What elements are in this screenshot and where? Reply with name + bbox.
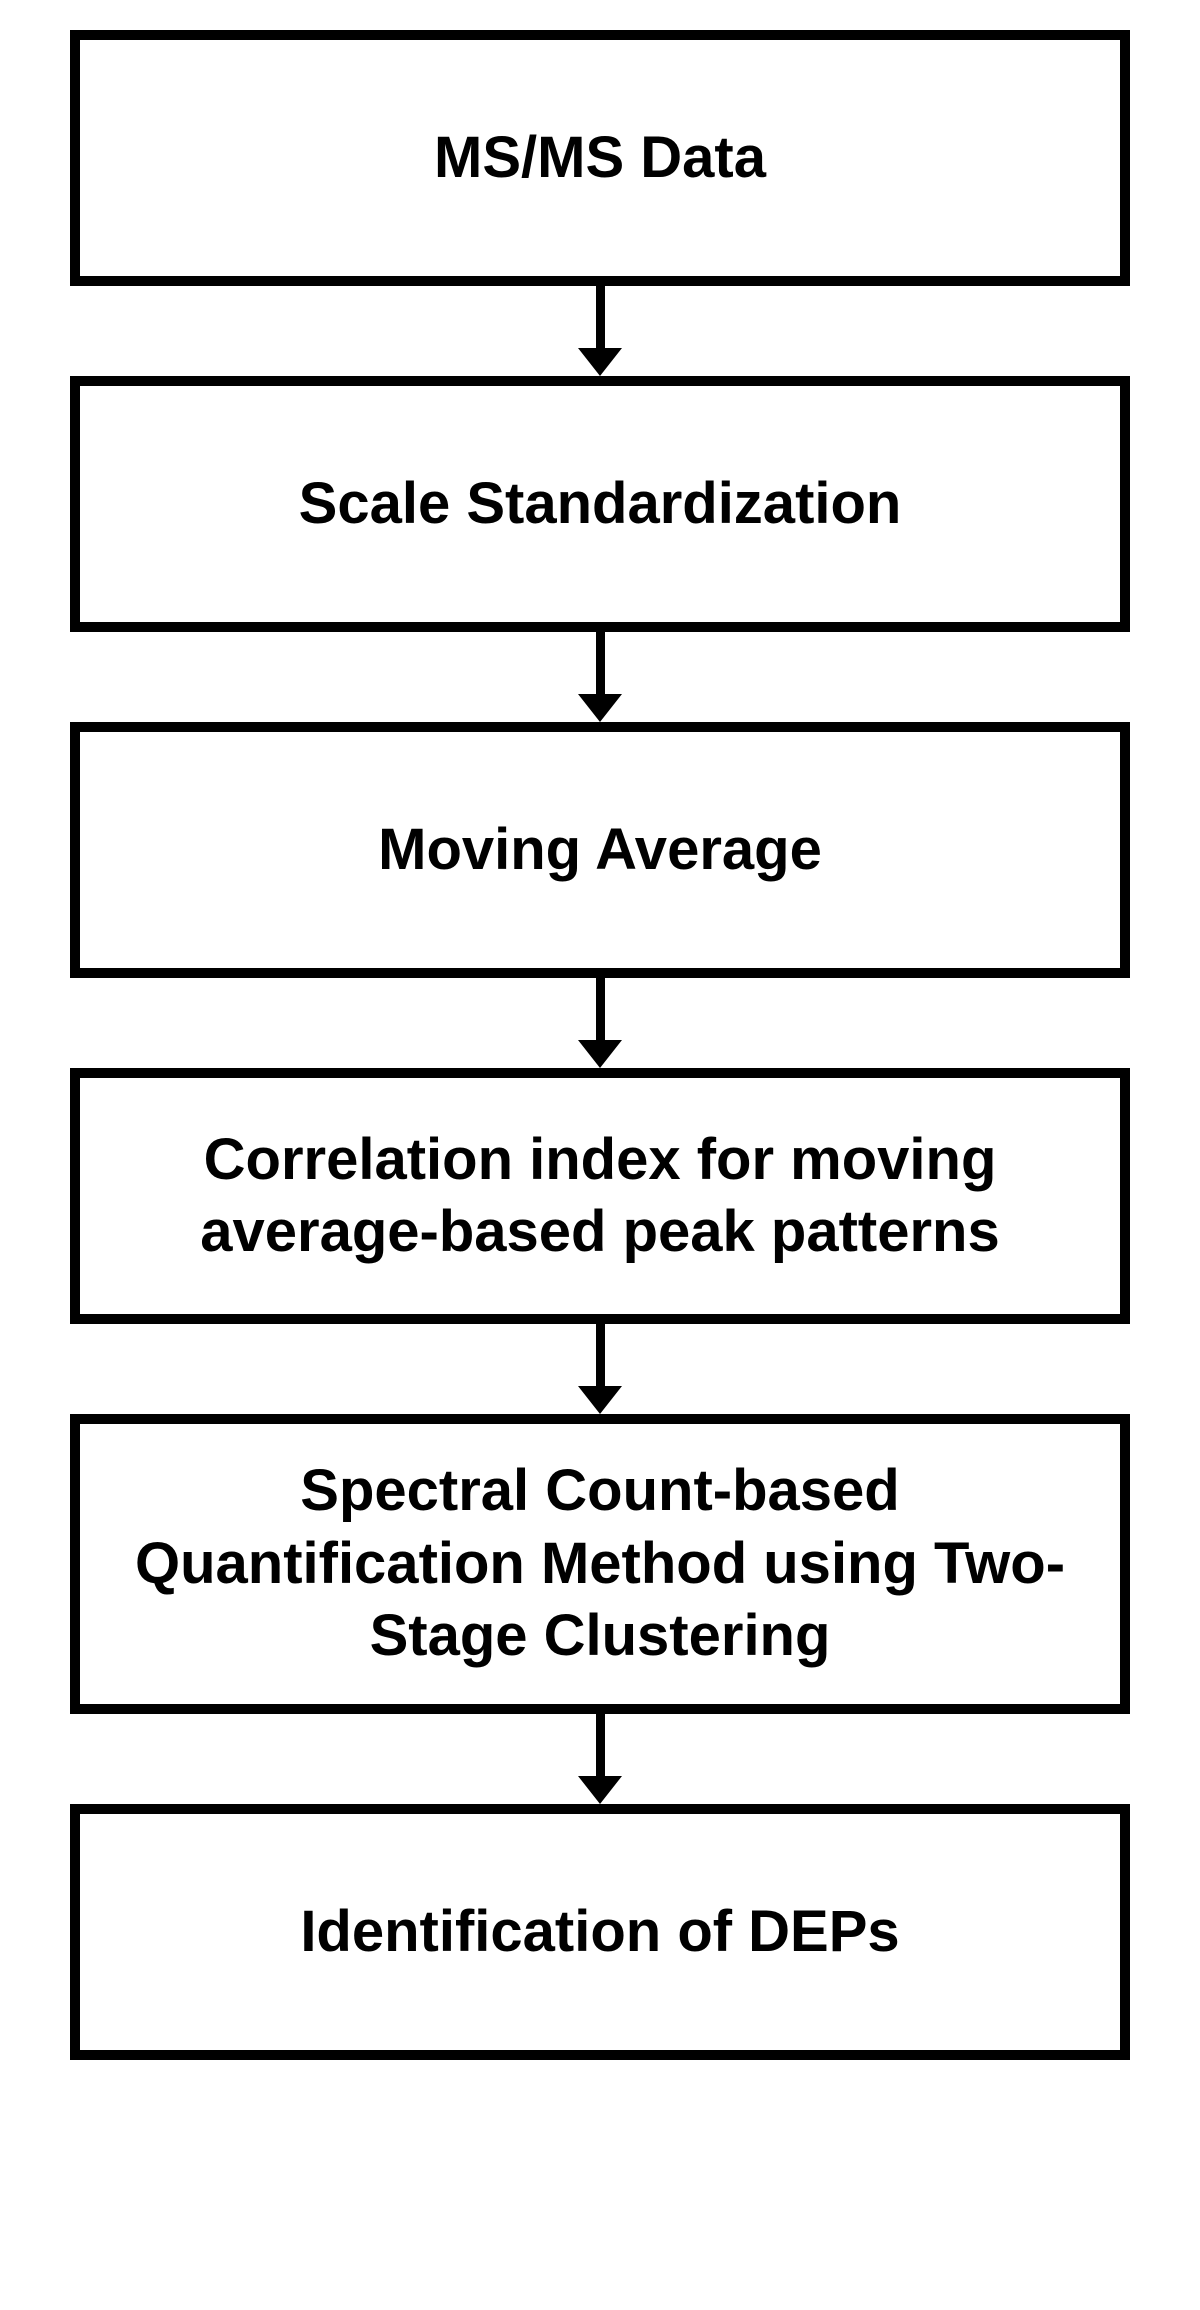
arrow-line-icon bbox=[596, 286, 605, 348]
flowchart-container: MS/MS Data Scale Standardization Moving … bbox=[70, 30, 1130, 2060]
arrow-1-2 bbox=[578, 286, 622, 376]
arrow-line-icon bbox=[596, 978, 605, 1040]
arrow-line-icon bbox=[596, 1324, 605, 1386]
flowchart-node-6-label: Identification of DEPs bbox=[300, 1896, 899, 1969]
flowchart-node-6: Identification of DEPs bbox=[70, 1804, 1130, 2060]
arrow-line-icon bbox=[596, 632, 605, 694]
flowchart-node-1: MS/MS Data bbox=[70, 30, 1130, 286]
arrow-head-icon bbox=[578, 1386, 622, 1414]
arrow-5-6 bbox=[578, 1714, 622, 1804]
flowchart-node-5-label: Spectral Count-based Quantification Meth… bbox=[120, 1455, 1080, 1673]
flowchart-node-4: Correlation index for moving average-bas… bbox=[70, 1068, 1130, 1324]
flowchart-node-3: Moving Average bbox=[70, 722, 1130, 978]
arrow-2-3 bbox=[578, 632, 622, 722]
flowchart-node-3-label: Moving Average bbox=[378, 814, 822, 887]
arrow-4-5 bbox=[578, 1324, 622, 1414]
arrow-line-icon bbox=[596, 1714, 605, 1776]
arrow-head-icon bbox=[578, 348, 622, 376]
flowchart-node-2-label: Scale Standardization bbox=[299, 468, 902, 541]
flowchart-node-1-label: MS/MS Data bbox=[434, 122, 766, 195]
arrow-3-4 bbox=[578, 978, 622, 1068]
arrow-head-icon bbox=[578, 1776, 622, 1804]
flowchart-node-4-label: Correlation index for moving average-bas… bbox=[120, 1124, 1080, 1269]
arrow-head-icon bbox=[578, 694, 622, 722]
flowchart-node-2: Scale Standardization bbox=[70, 376, 1130, 632]
arrow-head-icon bbox=[578, 1040, 622, 1068]
flowchart-node-5: Spectral Count-based Quantification Meth… bbox=[70, 1414, 1130, 1714]
